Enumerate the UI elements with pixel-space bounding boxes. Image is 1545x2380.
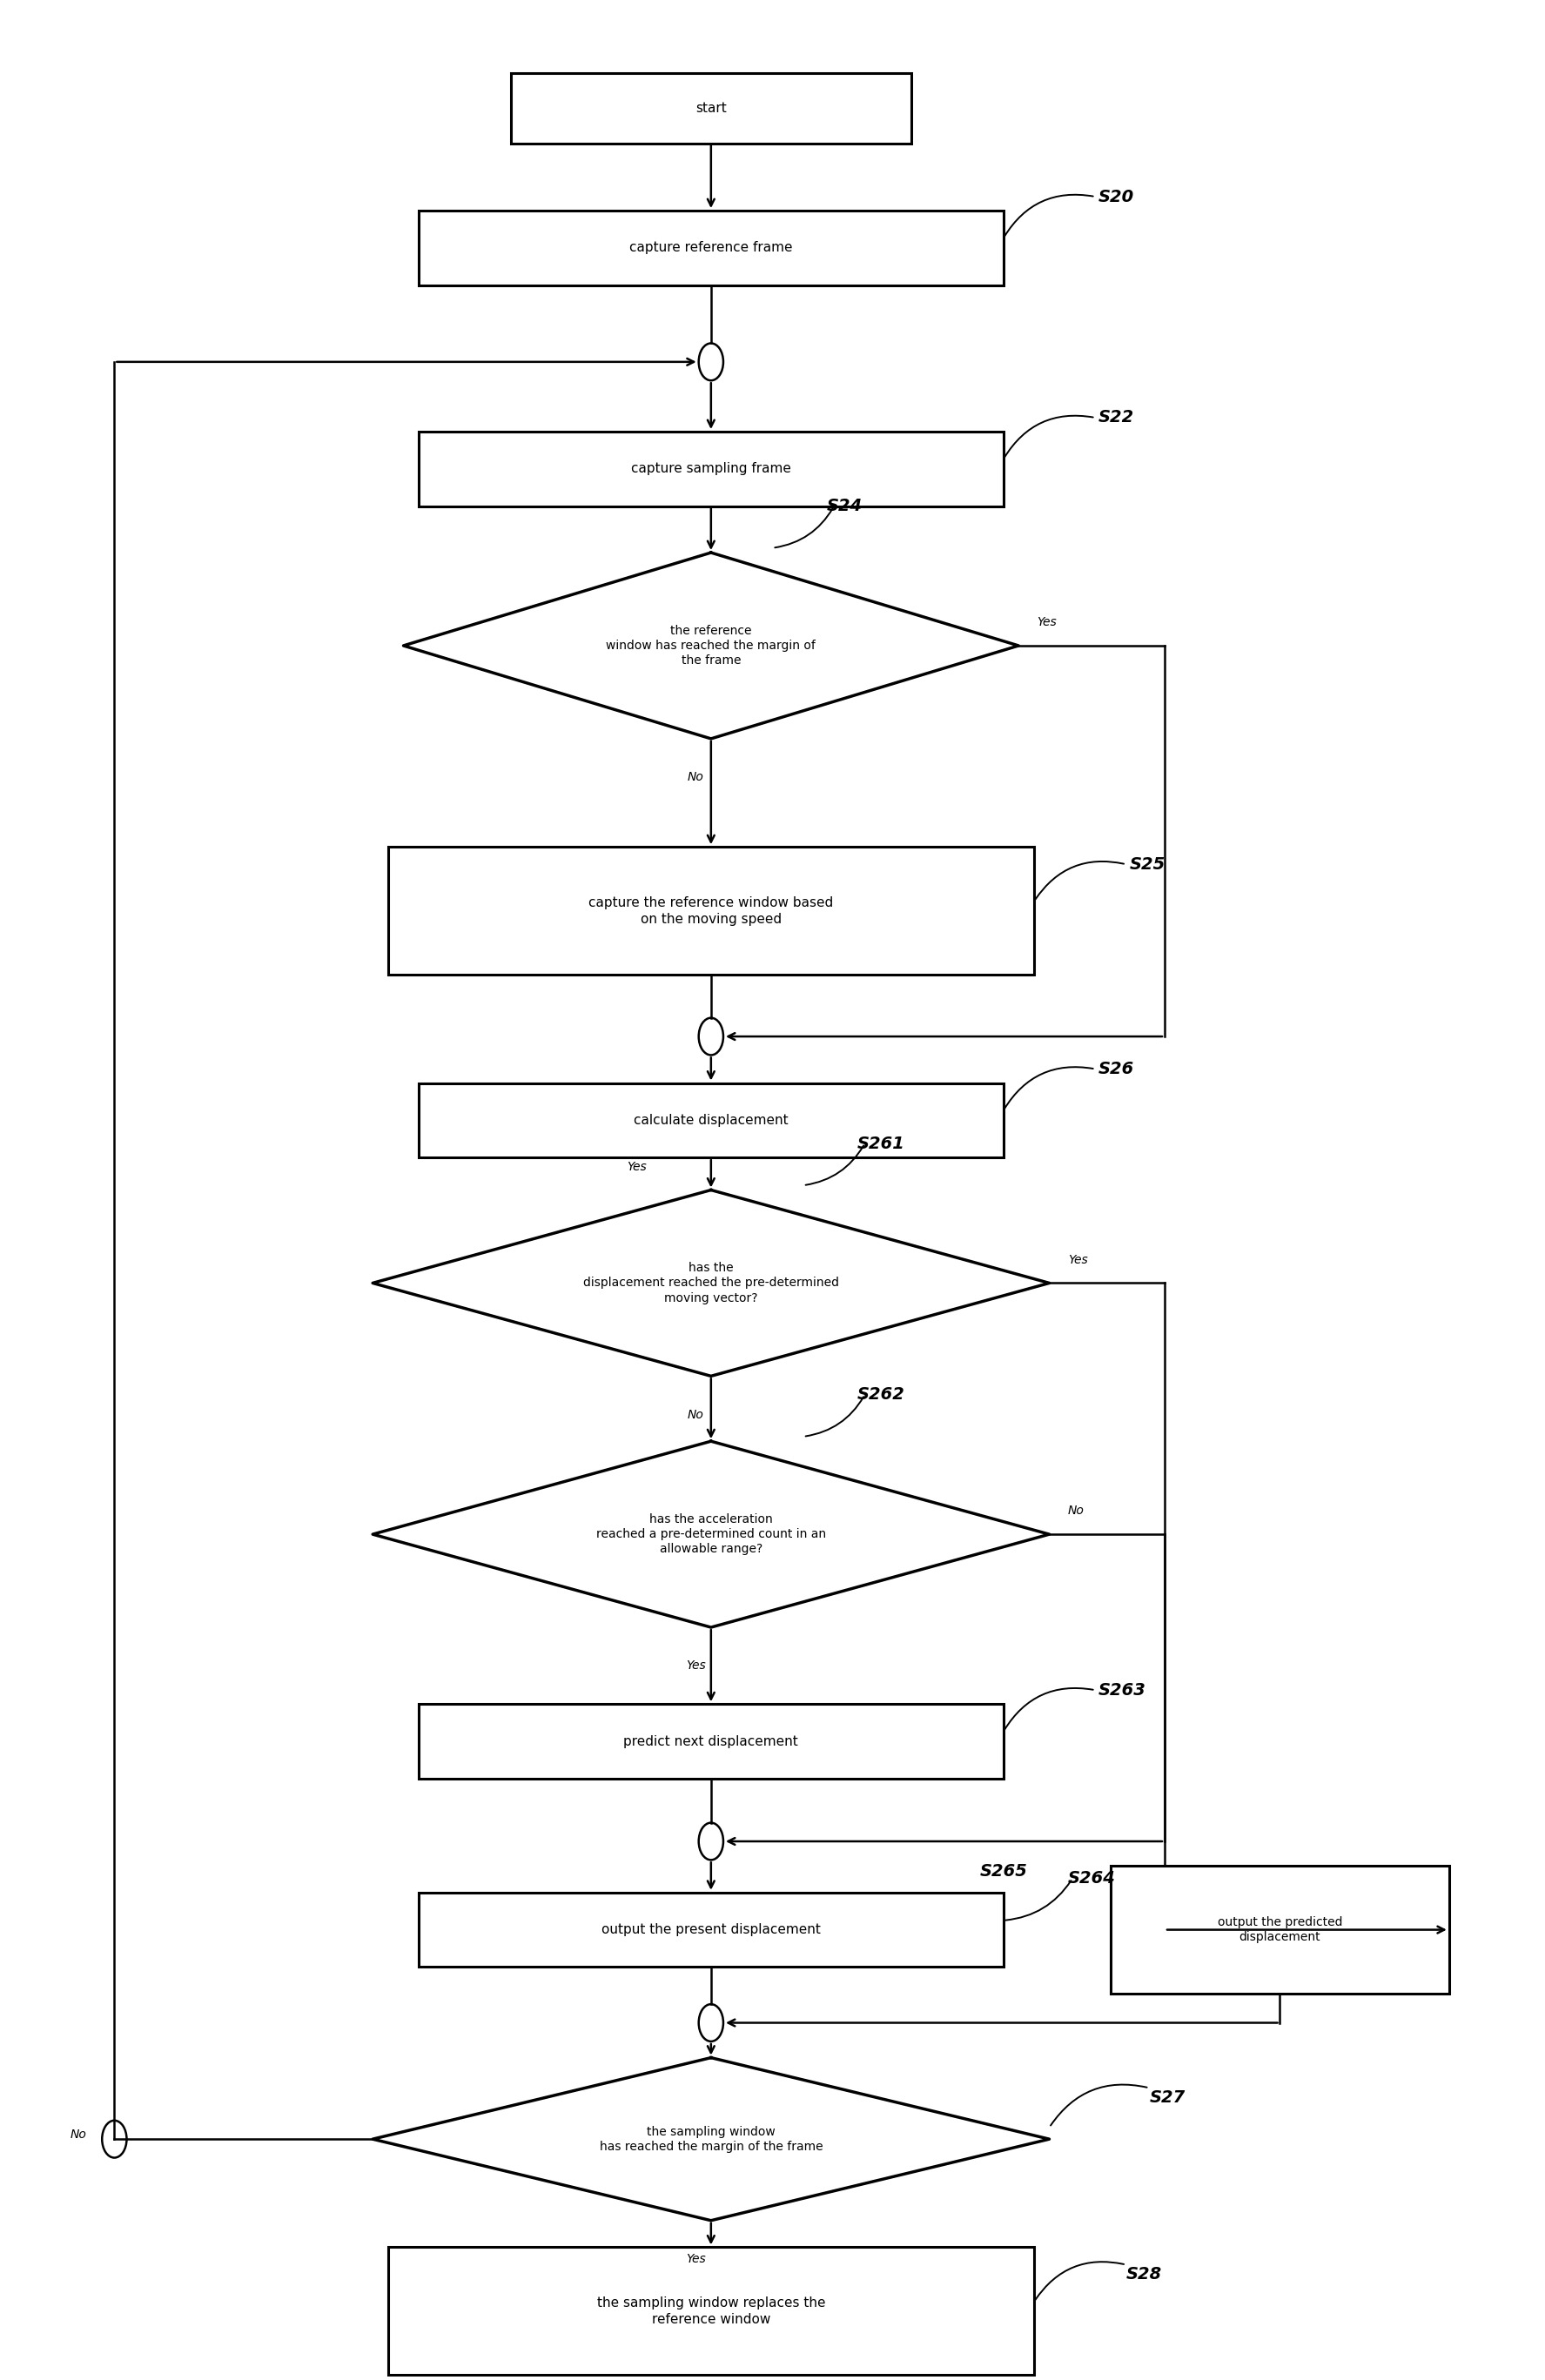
- Text: calculate displacement: calculate displacement: [633, 1114, 788, 1126]
- Bar: [419, 431, 1003, 507]
- Text: capture the reference window based
on the moving speed: capture the reference window based on th…: [589, 897, 833, 926]
- Text: Yes: Yes: [1068, 1254, 1088, 1266]
- Bar: [388, 847, 1034, 976]
- Text: S265: S265: [980, 1864, 1027, 1880]
- Text: output the present displacement: output the present displacement: [601, 1923, 820, 1937]
- Bar: [388, 2247, 1034, 2375]
- Text: S264: S264: [1068, 1871, 1115, 1887]
- Text: capture sampling frame: capture sampling frame: [630, 462, 791, 476]
- Text: S20: S20: [1098, 188, 1134, 205]
- Text: output the predicted
displacement: output the predicted displacement: [1217, 1916, 1343, 1944]
- Text: the sampling window replaces the
reference window: the sampling window replaces the referen…: [596, 2297, 825, 2325]
- Text: S26: S26: [1098, 1061, 1134, 1078]
- Polygon shape: [372, 1442, 1049, 1628]
- Polygon shape: [403, 552, 1018, 738]
- Text: has the acceleration
reached a pre-determined count in an
allowable range?: has the acceleration reached a pre-deter…: [596, 1514, 827, 1557]
- Bar: [419, 212, 1003, 286]
- Text: S28: S28: [1126, 2266, 1162, 2282]
- Polygon shape: [372, 2059, 1049, 2221]
- Text: S22: S22: [1098, 409, 1134, 426]
- Text: S263: S263: [1098, 1683, 1146, 1699]
- Bar: [419, 1892, 1003, 1966]
- Text: S261: S261: [857, 1135, 905, 1152]
- Text: No: No: [688, 1409, 705, 1421]
- Bar: [419, 1704, 1003, 1778]
- Text: Yes: Yes: [1037, 616, 1057, 628]
- Text: predict next displacement: predict next displacement: [624, 1735, 799, 1747]
- Text: Yes: Yes: [686, 2254, 706, 2266]
- Text: start: start: [695, 102, 726, 114]
- Text: No: No: [70, 2128, 87, 2140]
- Text: S24: S24: [827, 497, 862, 514]
- Text: S27: S27: [1149, 2090, 1185, 2106]
- Bar: [511, 74, 912, 143]
- Text: Yes: Yes: [627, 1161, 646, 1173]
- Text: No: No: [688, 771, 705, 783]
- Text: S25: S25: [1129, 857, 1165, 873]
- Polygon shape: [372, 1190, 1049, 1376]
- Text: Yes: Yes: [686, 1659, 706, 1673]
- Text: the reference
window has reached the margin of
the frame: the reference window has reached the mar…: [606, 624, 816, 666]
- Text: capture reference frame: capture reference frame: [629, 240, 793, 255]
- Text: has the
displacement reached the pre-determined
moving vector?: has the displacement reached the pre-det…: [582, 1261, 839, 1304]
- Text: S262: S262: [857, 1388, 905, 1402]
- Text: No: No: [1068, 1504, 1085, 1516]
- Bar: [1111, 1866, 1449, 1994]
- Bar: [419, 1083, 1003, 1157]
- Text: the sampling window
has reached the margin of the frame: the sampling window has reached the marg…: [599, 2125, 822, 2154]
